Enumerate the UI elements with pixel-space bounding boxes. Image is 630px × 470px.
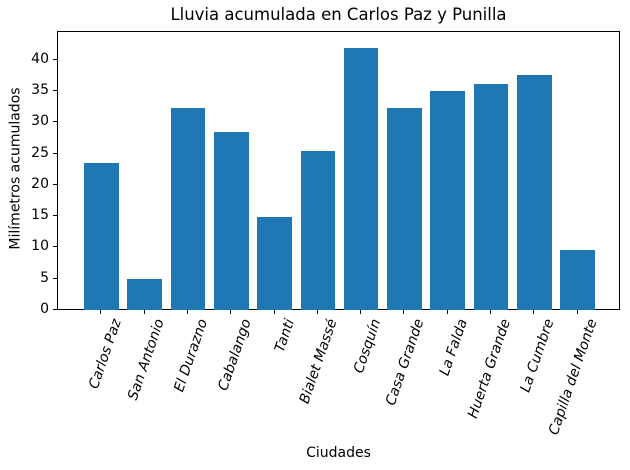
x-tick-mark [360, 309, 362, 314]
x-tick-mark [576, 309, 578, 314]
x-tick-mark [273, 309, 275, 314]
y-tick-mark [53, 309, 57, 310]
x-tick-mark [403, 309, 405, 314]
bar [517, 74, 552, 311]
y-tick-label: 20 [31, 175, 49, 192]
bar [430, 90, 466, 311]
x-tick-label: Carlos Paz [85, 316, 125, 391]
plot-area [57, 31, 620, 311]
bar [127, 279, 162, 311]
y-tick-label: 30 [31, 113, 49, 130]
x-tick-label: Cosquín [350, 316, 385, 375]
bar [300, 150, 336, 311]
y-tick-label: 25 [31, 144, 49, 161]
y-tick-label: 35 [31, 81, 49, 98]
y-tick-label: 0 [40, 301, 49, 317]
y-tick-mark [53, 277, 57, 279]
bar [170, 107, 206, 311]
x-tick-label: Tanti [271, 316, 298, 354]
x-tick-label: Casa Grande [383, 316, 428, 408]
x-tick-mark [100, 309, 102, 314]
x-tick-label: El Durazno [171, 316, 212, 394]
y-tick-mark [53, 246, 57, 248]
bar [473, 83, 509, 311]
bar [343, 47, 379, 311]
bar [257, 216, 292, 311]
bar [387, 107, 422, 311]
x-tick-label: Capilla del Monte [546, 316, 601, 437]
chart-title: Lluvia acumulada en Carlos Paz y Punilla [170, 5, 507, 24]
x-tick-mark [230, 309, 232, 314]
bar [213, 131, 249, 311]
x-tick-label: Bialet Massé [297, 316, 341, 406]
y-tick-mark [53, 121, 57, 123]
y-tick-mark [53, 58, 57, 60]
x-tick-label: La Cumbre [517, 316, 558, 394]
bar [560, 249, 595, 311]
y-tick-mark [53, 152, 57, 154]
y-tick-mark [53, 89, 57, 91]
bar [83, 162, 119, 311]
y-tick-label: 10 [31, 238, 49, 255]
x-tick-mark [186, 309, 188, 314]
y-tick-mark [53, 183, 57, 185]
y-tick-label: 40 [31, 50, 49, 67]
x-tick-label: La Falda [436, 316, 471, 378]
x-tick-mark [446, 309, 448, 314]
x-tick-mark [490, 309, 492, 314]
y-tick-label: 15 [31, 207, 49, 224]
y-tick-label: 5 [40, 269, 49, 286]
x-tick-label: San Antonio [125, 316, 168, 402]
y-tick-mark [53, 215, 57, 217]
x-tick-label: Huerta Grande [465, 316, 515, 420]
x-tick-mark [533, 309, 535, 314]
x-tick-mark [143, 309, 145, 314]
x-tick-mark [316, 309, 318, 314]
x-tick-label: Cabalango [214, 316, 255, 393]
x-axis-label: Ciudades [306, 445, 371, 461]
